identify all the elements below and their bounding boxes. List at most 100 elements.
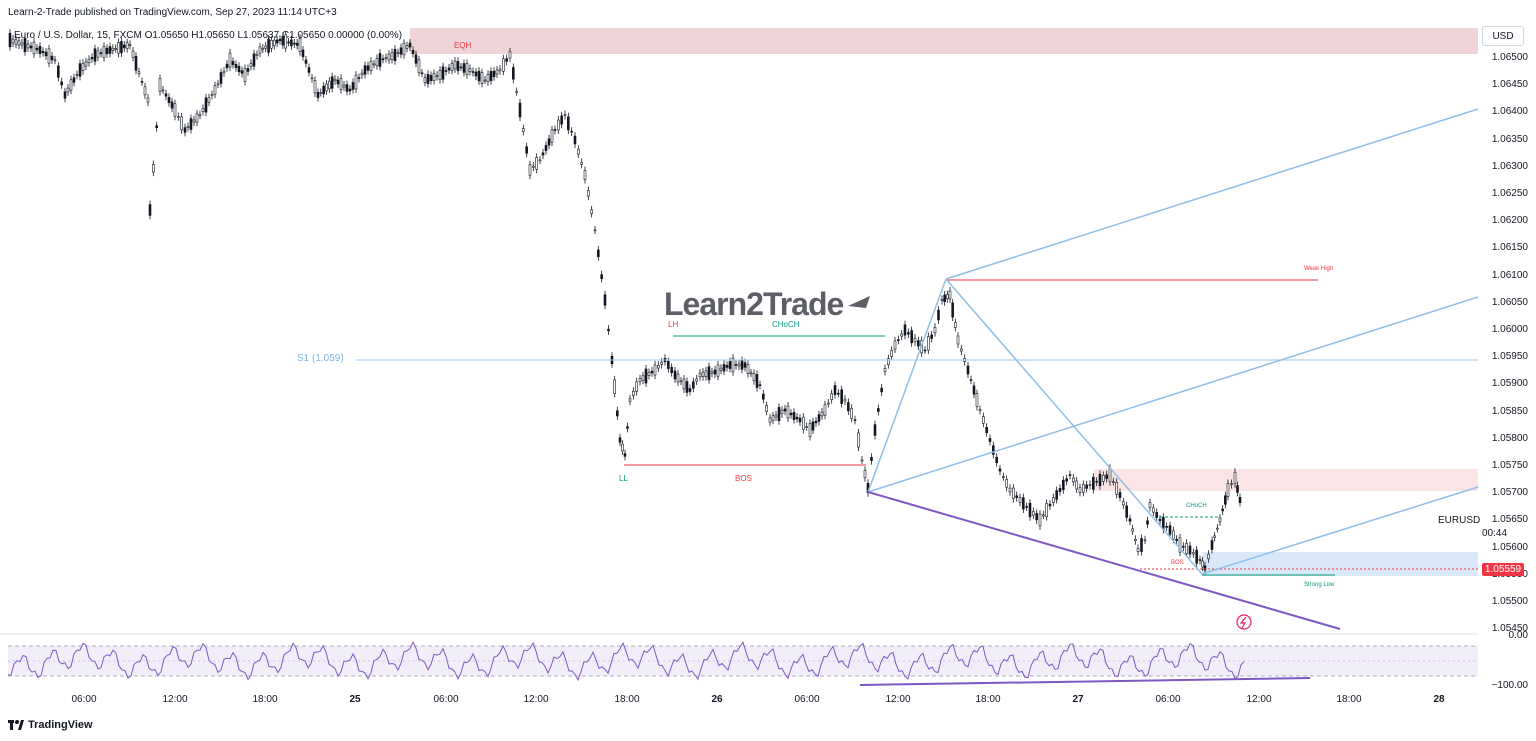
candle-body <box>508 51 512 59</box>
candle-body <box>307 67 311 73</box>
candle-body <box>465 63 469 75</box>
bos-label: BOS <box>735 474 752 483</box>
candle-body <box>137 71 141 74</box>
candle-body <box>1018 497 1022 503</box>
candle-body <box>1178 537 1182 553</box>
candle-body <box>72 77 76 83</box>
candle-body <box>580 162 583 165</box>
candle-body <box>1125 505 1128 518</box>
eqh-supply-zone <box>410 28 1478 54</box>
candle-body <box>216 83 220 86</box>
candle-body <box>14 39 18 45</box>
candle-body <box>927 336 930 351</box>
candle-body <box>420 72 424 75</box>
candle-body <box>375 58 379 66</box>
candle-body <box>237 65 241 73</box>
candle-body <box>746 364 750 374</box>
candle-body <box>758 384 762 387</box>
candle-body <box>1155 512 1158 518</box>
candle-body <box>1203 565 1207 571</box>
candle-body <box>676 373 680 383</box>
time-axis-label: 27 <box>1072 694 1084 705</box>
candle-body <box>204 97 208 113</box>
candle-body <box>96 50 100 58</box>
candle-body <box>426 74 430 84</box>
candle-body <box>752 372 756 382</box>
candle-body <box>207 97 211 103</box>
candle-body <box>1185 542 1188 554</box>
candle-body <box>1207 553 1210 560</box>
candle-body <box>982 416 985 424</box>
candle-body <box>887 358 890 365</box>
candle-body <box>710 371 714 374</box>
price-chart[interactable] <box>0 22 1536 712</box>
candle-body <box>725 365 729 368</box>
candle-body <box>650 370 654 374</box>
candle-body <box>1105 474 1108 479</box>
candle-body <box>1238 497 1242 503</box>
candle-body <box>414 54 418 64</box>
currency-button[interactable]: USD <box>1482 26 1524 46</box>
candle-body <box>17 40 21 46</box>
candle-body <box>1052 497 1055 503</box>
time-axis-label: 12:00 <box>162 694 188 705</box>
candle-body <box>913 337 917 343</box>
candle-body <box>685 381 689 393</box>
candle-body <box>923 349 927 352</box>
candle-body <box>225 63 229 69</box>
candle-body <box>814 420 818 424</box>
candle-body <box>863 469 867 479</box>
candle-body <box>234 64 238 68</box>
candle-body <box>783 408 787 412</box>
candle-body <box>411 50 415 54</box>
candle-body <box>522 128 525 132</box>
candle-body <box>498 68 502 72</box>
candle-body <box>1085 484 1088 489</box>
candle-body <box>140 81 144 83</box>
candle-body <box>222 70 226 74</box>
candle-body <box>155 125 158 128</box>
symbol-label: EURUSD <box>1438 515 1481 526</box>
candle-body <box>943 294 946 303</box>
candle-body <box>698 372 702 378</box>
candle-body <box>284 34 288 49</box>
candle-body <box>258 46 262 54</box>
candle-body <box>390 52 394 60</box>
candle-body <box>122 44 126 49</box>
candle-body <box>243 68 247 82</box>
candle-body <box>1062 479 1065 491</box>
demand-zone <box>1202 552 1478 576</box>
candle-body <box>621 443 624 452</box>
candle-body <box>823 404 827 416</box>
candle-body <box>354 74 358 90</box>
drawing-lines <box>356 108 1479 686</box>
candle-body <box>108 46 112 54</box>
candle-body <box>535 157 538 170</box>
candle-body <box>301 49 305 58</box>
time-axis-label: 12:00 <box>1246 694 1272 705</box>
price-axis-label: 1.05900 <box>1491 378 1528 390</box>
candle-body <box>360 72 364 76</box>
tradingview-footer[interactable]: TradingView <box>8 719 93 731</box>
candle-body <box>267 38 270 53</box>
candle-body <box>731 357 735 373</box>
candle-body <box>246 68 250 72</box>
candle-body <box>673 370 677 380</box>
price-axis-label: 1.06300 <box>1491 160 1528 172</box>
candle-body <box>23 37 27 53</box>
candle-body <box>53 59 57 62</box>
candle-body <box>1055 490 1058 500</box>
candle-body <box>607 328 610 332</box>
middle-channel-line <box>867 296 1479 493</box>
time-axis-label: 18:00 <box>975 694 1001 705</box>
price-axis-label: 1.06350 <box>1491 133 1528 145</box>
candle-body <box>590 209 593 214</box>
candle-body <box>78 63 82 77</box>
candle-body <box>146 97 150 103</box>
price-axis-label: 1.06050 <box>1491 296 1528 308</box>
symbol-legend[interactable]: Euro / U.S. Dollar, 15, FXCM O1.05650 H1… <box>14 30 403 41</box>
pitchfork-handle-b <box>945 278 1203 575</box>
candle-body <box>853 419 857 421</box>
candle-body <box>351 82 355 90</box>
candle-body <box>264 45 268 49</box>
